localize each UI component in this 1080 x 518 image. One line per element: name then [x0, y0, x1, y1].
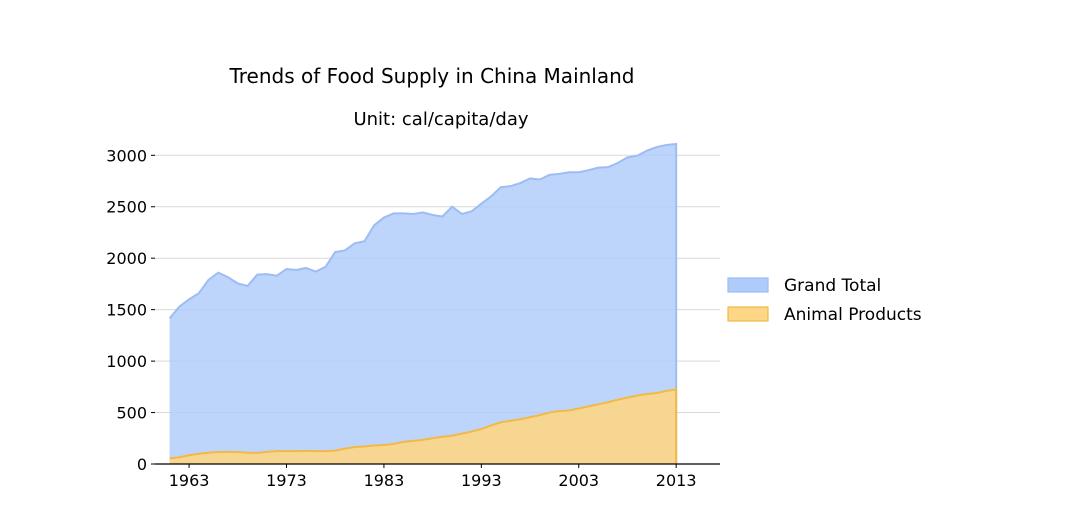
- x-tick-label: 2013: [656, 471, 697, 490]
- y-tick-label: 2000: [106, 249, 147, 268]
- axes: 0 500 1000 1500 2000 2500 3000 1963 1973 1983 1993…: [106, 146, 720, 490]
- y-tick-label: 3000: [106, 146, 147, 165]
- y-tick-label: 1000: [106, 352, 147, 371]
- area-series-grand-total: [169, 143, 677, 465]
- legend-label: Grand Total: [784, 276, 881, 296]
- x-tick-label: 1983: [364, 471, 405, 490]
- chart-subtitle: Unit: cal/capita/day: [353, 109, 528, 130]
- plot-area: [168, 142, 678, 465]
- legend-swatch: [727, 306, 769, 322]
- legend-label: Animal Products: [784, 305, 922, 325]
- x-tick-label: 2003: [558, 471, 599, 490]
- x-tick-label: 1993: [461, 471, 502, 490]
- y-tick-label: 1500: [106, 301, 147, 320]
- x-tick-label: 1973: [266, 471, 307, 490]
- y-tick-label: 2500: [106, 198, 147, 217]
- chart-title: Trends of Food Supply in China Mainland: [229, 64, 635, 88]
- legend: Grand Total Animal Products: [727, 276, 922, 325]
- y-tick-label: 0: [137, 455, 147, 474]
- line-series-animal-products: [169, 388, 678, 464]
- y-tick-label: 500: [116, 404, 147, 423]
- area-series-animal-products: [169, 389, 677, 464]
- x-tick-label: 1963: [169, 471, 210, 490]
- legend-swatch: [727, 277, 769, 293]
- line-series-grand-total: [168, 142, 678, 464]
